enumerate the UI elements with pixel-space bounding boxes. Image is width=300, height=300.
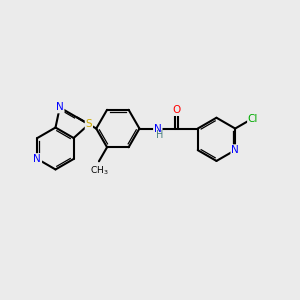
Text: N: N — [154, 124, 162, 134]
Text: O: O — [172, 105, 180, 115]
Text: CH$_3$: CH$_3$ — [90, 165, 108, 177]
Text: N: N — [34, 154, 41, 164]
Text: S: S — [85, 119, 92, 129]
Text: N: N — [56, 103, 64, 112]
Text: H: H — [156, 130, 163, 140]
Text: Cl: Cl — [248, 114, 258, 124]
Text: N: N — [231, 145, 239, 155]
